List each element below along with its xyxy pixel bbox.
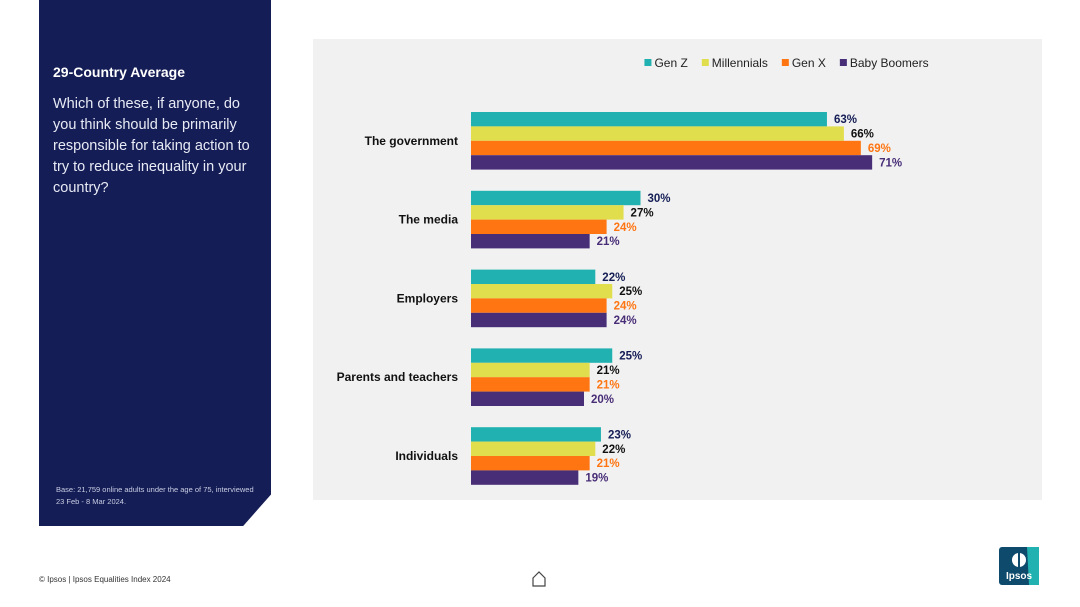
bar-individuals-baby-boomers xyxy=(471,470,579,485)
bar-employers-gen-z xyxy=(471,269,596,284)
data-label-employers-millennials: 25% xyxy=(619,286,642,298)
data-label-individuals-millennials: 22% xyxy=(602,444,625,456)
category-label-employers: Employers xyxy=(397,291,459,305)
data-label-parents-and-teachers-baby-boomers: 20% xyxy=(591,394,614,406)
panel-heading: 29-Country Average xyxy=(53,64,186,80)
ipsos-logo: Ipsos xyxy=(999,547,1039,585)
data-label-the-government-gen-z: 63% xyxy=(834,114,857,126)
bar-parents-and-teachers-gen-z xyxy=(471,348,613,363)
legend: Gen Z Millennials Gen X Baby Boomers xyxy=(644,56,929,70)
data-label-employers-gen-x: 24% xyxy=(614,301,637,313)
home-icon[interactable] xyxy=(531,570,547,588)
data-label-the-media-gen-x: 24% xyxy=(614,222,637,234)
bar-the-government-gen-z xyxy=(471,112,827,127)
bar-parents-and-teachers-baby-boomers xyxy=(471,391,584,406)
bar-the-media-gen-z xyxy=(471,190,641,206)
survey-question: Which of these, if anyone, do you think … xyxy=(53,96,250,196)
question-panel: 29-Country Average Which of these, if an… xyxy=(39,0,271,526)
bar-individuals-gen-x xyxy=(471,456,590,471)
bar-individuals-millennials xyxy=(471,441,596,456)
bar-parents-and-teachers-gen-x xyxy=(471,377,590,392)
data-label-the-government-millennials: 66% xyxy=(851,129,874,141)
bar-parents-and-teachers-millennials xyxy=(471,362,590,378)
bar-the-government-baby-boomers xyxy=(471,155,873,170)
legend-swatch-millennials xyxy=(701,59,709,66)
bar-employers-gen-x xyxy=(471,298,607,313)
data-label-the-government-gen-x: 69% xyxy=(868,143,891,155)
footer-copyright: © Ipsos | Ipsos Equalities Index 2024 xyxy=(39,575,171,584)
legend-label-baby-boomers: Baby Boomers xyxy=(850,56,929,70)
category-label-the-media: The media xyxy=(399,213,459,227)
data-label-individuals-gen-x: 21% xyxy=(597,458,620,470)
data-label-parents-and-teachers-gen-x: 21% xyxy=(597,379,620,391)
data-label-individuals-gen-z: 23% xyxy=(608,429,631,441)
bar-individuals-gen-z xyxy=(471,427,601,442)
data-label-parents-and-teachers-gen-z: 25% xyxy=(619,351,642,363)
legend-swatch-gen-z xyxy=(644,59,652,66)
category-label-the-government: The government xyxy=(365,134,458,148)
data-label-employers-gen-z: 22% xyxy=(602,272,625,284)
legend-swatch-gen-x xyxy=(781,59,789,66)
bar-employers-millennials xyxy=(471,284,613,299)
bar-chart: Gen Z Millennials Gen X Baby Boomers The gov… xyxy=(337,56,929,485)
legend-swatch-baby-boomers xyxy=(839,59,847,66)
bar-the-media-gen-x xyxy=(471,219,607,234)
bar-employers-baby-boomers xyxy=(471,312,607,328)
data-label-employers-baby-boomers: 24% xyxy=(614,315,637,327)
bar-the-government-millennials xyxy=(471,126,844,141)
chart-panel: Gen Z Millennials Gen X Baby Boomers The gov… xyxy=(313,39,1042,500)
legend-label-millennials: Millennials xyxy=(712,56,768,70)
bar-the-media-baby-boomers xyxy=(471,234,590,249)
category-label-individuals: Individuals xyxy=(395,449,458,463)
data-label-parents-and-teachers-millennials: 21% xyxy=(597,365,620,377)
category-label-parents-and-teachers: Parents and teachers xyxy=(337,370,459,384)
data-label-the-media-millennials: 27% xyxy=(631,207,654,219)
legend-label-gen-x: Gen X xyxy=(792,56,826,70)
data-label-individuals-baby-boomers: 19% xyxy=(585,473,608,485)
data-label-the-media-gen-z: 30% xyxy=(648,193,671,205)
logo-text: Ipsos xyxy=(1006,571,1033,582)
bar-the-government-gen-x xyxy=(471,140,861,156)
data-label-the-media-baby-boomers: 21% xyxy=(597,236,620,248)
data-label-the-government-baby-boomers: 71% xyxy=(879,157,902,169)
legend-label-gen-z: Gen Z xyxy=(654,56,687,70)
bar-the-media-millennials xyxy=(471,205,624,220)
base-note: Base: 21,759 online adults under the age… xyxy=(56,485,254,506)
